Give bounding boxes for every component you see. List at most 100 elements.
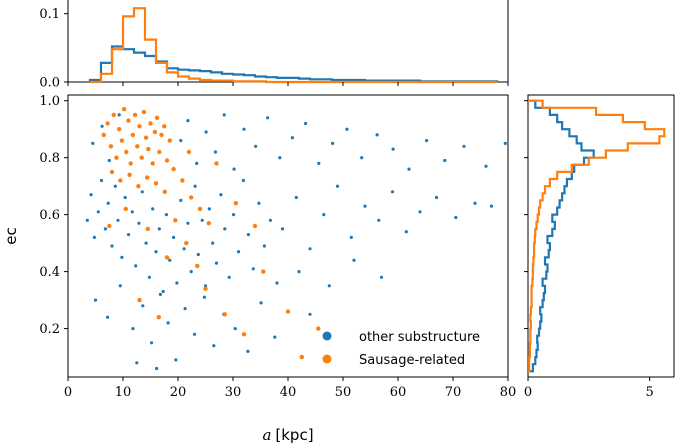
- right-hist-step-other-substructure: [528, 99, 595, 373]
- scatter-point-other-substructure: [219, 193, 223, 197]
- scatter-points-group: [85, 107, 507, 371]
- scatter-point-sausage-related: [148, 121, 153, 126]
- scatter-point-sausage-related: [261, 269, 266, 274]
- scatter-point-sausage-related: [316, 326, 321, 331]
- scatter-point-other-substructure: [390, 190, 395, 194]
- scatter-point-other-substructure: [166, 321, 170, 325]
- scatter-point-other-substructure: [379, 275, 384, 279]
- right-y-ticks: [524, 100, 528, 330]
- scatter-point-other-substructure: [294, 195, 298, 200]
- scatter-point-sausage-related: [164, 255, 170, 260]
- x-tick-label: 40: [280, 385, 297, 400]
- scatter-point-other-substructure: [186, 221, 190, 225]
- scatter-point-sausage-related: [139, 155, 144, 160]
- scatter-point-other-substructure: [418, 210, 422, 214]
- scatter-point-sausage-related: [118, 178, 123, 183]
- scatter-point-other-substructure: [130, 210, 134, 214]
- scatter-point-other-substructure: [251, 267, 255, 271]
- scatter-point-other-substructure: [117, 113, 121, 117]
- scatter-point-other-substructure: [462, 144, 466, 148]
- scatter-point-sausage-related: [135, 144, 140, 149]
- scatter-point-other-substructure: [182, 247, 186, 251]
- scatter-point-other-substructure: [308, 247, 312, 251]
- scatter-point-sausage-related: [214, 161, 219, 166]
- y-tick-label: 0.6: [39, 208, 60, 223]
- x-axis-label: a [kpc]: [262, 426, 313, 444]
- scatter-point-other-substructure: [106, 315, 110, 319]
- scatter-point-other-substructure: [242, 127, 246, 131]
- scatter-point-other-substructure: [174, 358, 178, 362]
- top-x-ticks: [67, 82, 509, 86]
- y-axis-label: ec: [2, 227, 20, 244]
- scatter-point-sausage-related: [195, 263, 200, 269]
- scatter-point-other-substructure: [232, 167, 236, 171]
- scatter-point-other-substructure: [154, 250, 158, 254]
- scatter-point-other-substructure: [257, 201, 261, 205]
- scatter-point-other-substructure: [212, 344, 216, 348]
- scatter-point-sausage-related: [145, 226, 150, 232]
- scatter-point-other-substructure: [254, 144, 258, 148]
- legend: other substructure Sausage-related: [322, 330, 480, 368]
- scatter-point-sausage-related: [146, 146, 151, 152]
- scatter-point-other-substructure: [106, 201, 110, 205]
- scatter-point-sausage-related: [299, 354, 304, 360]
- scatter-point-sausage-related: [173, 218, 178, 223]
- scatter-point-sausage-related: [137, 124, 142, 129]
- scatter-point-other-substructure: [443, 158, 447, 163]
- scatter-point-other-substructure: [489, 204, 494, 208]
- scatter-point-other-substructure: [213, 150, 217, 154]
- scatter-point-sausage-related: [162, 124, 167, 129]
- scatter-point-sausage-related: [121, 107, 127, 112]
- scatter-point-other-substructure: [140, 190, 144, 194]
- scatter-point-other-substructure: [135, 361, 139, 365]
- legend-marker-sausage-related: [322, 354, 332, 364]
- scatter-point-sausage-related: [127, 172, 132, 177]
- scatter-point-sausage-related: [241, 332, 247, 337]
- scatter-point-other-substructure: [164, 213, 168, 217]
- scatter-point-other-substructure: [317, 161, 321, 165]
- scatter-point-other-substructure: [345, 127, 349, 131]
- scatter-point-other-substructure: [207, 207, 211, 211]
- scatter-point-other-substructure: [280, 227, 285, 231]
- scatter-point-other-substructure: [150, 341, 154, 345]
- scatter-point-other-substructure: [147, 275, 151, 279]
- scatter-point-other-substructure: [259, 301, 263, 305]
- scatter-point-sausage-related: [186, 149, 192, 155]
- scatter-point-sausage-related: [137, 297, 142, 303]
- scatter-point-sausage-related: [128, 161, 133, 166]
- scatter-point-other-substructure: [227, 275, 231, 279]
- scatter-point-other-substructure: [155, 366, 159, 371]
- x-tick-label: 60: [390, 385, 407, 400]
- scatter-point-sausage-related: [184, 240, 189, 246]
- scatter-point-sausage-related: [159, 132, 164, 138]
- scatter-point-other-substructure: [241, 178, 245, 183]
- scatter-point-other-substructure: [120, 255, 124, 259]
- scatter-point-other-substructure: [335, 184, 340, 188]
- scatter-point-sausage-related: [233, 201, 238, 206]
- scatter-point-other-substructure: [89, 193, 93, 197]
- scatter-point-other-substructure: [200, 218, 204, 222]
- scatter-point-other-substructure: [349, 235, 353, 239]
- scatter-point-other-substructure: [126, 233, 131, 237]
- scatter-point-sausage-related: [109, 169, 115, 175]
- scatter-point-sausage-related: [154, 115, 160, 121]
- scatter-point-other-substructure: [236, 250, 241, 254]
- scatter-point-other-substructure: [189, 270, 193, 274]
- scatter-point-other-substructure: [93, 298, 98, 302]
- scatter-point-other-substructure: [151, 207, 155, 211]
- scatter-point-sausage-related: [252, 223, 258, 229]
- legend-label-other-substructure: other substructure: [359, 330, 480, 345]
- scatter-point-other-substructure: [246, 233, 250, 237]
- scatter-point-other-substructure: [327, 284, 331, 288]
- scatter-point-other-substructure: [157, 227, 161, 231]
- scatter-point-sausage-related: [152, 129, 158, 135]
- scatter-point-other-substructure: [304, 121, 308, 126]
- right-plot-frame: [527, 94, 675, 378]
- scatter-point-other-substructure: [202, 295, 206, 299]
- scatter-point-other-substructure: [308, 312, 312, 316]
- scatter-point-sausage-related: [132, 112, 138, 118]
- main-scatter-panel: 0 10 20 30 40 50 60 70 80 0.2 0.4 0.6 0.8 1.0 a [kpc]…: [2, 94, 516, 444]
- scatter-point-other-substructure: [290, 136, 294, 140]
